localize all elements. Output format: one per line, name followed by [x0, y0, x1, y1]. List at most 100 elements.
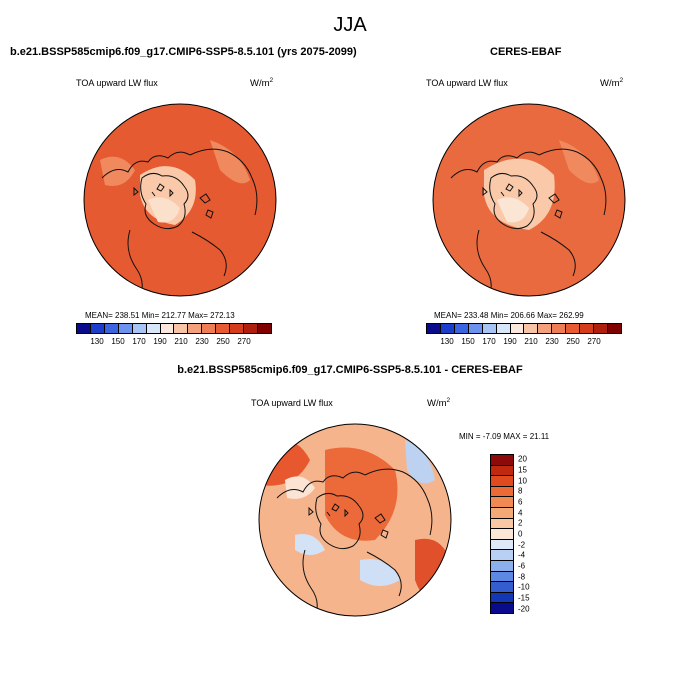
colorbar-tick-label: 270: [587, 337, 601, 346]
colorbar-swatch: [491, 592, 513, 604]
colorbar-swatch: [104, 324, 119, 333]
colorbar-tick-label: 4: [518, 508, 523, 518]
colorbar-tick-label: 0: [518, 529, 523, 539]
colorbar-swatch: [491, 603, 513, 613]
diff-panel-map: [258, 423, 452, 617]
colorbar-tick-label: 15: [518, 465, 527, 475]
colorbar-swatch: [491, 476, 513, 487]
panel-obs-title: CERES-EBAF: [490, 46, 562, 58]
colorbar-tick-label: 130: [440, 337, 454, 346]
canada-region: [100, 156, 135, 186]
colorbar-swatch: [132, 324, 147, 333]
colorbar-tick-label: 170: [132, 337, 146, 346]
colorbar-swatch: [491, 529, 513, 540]
colorbar-tick-label: -15: [518, 593, 530, 603]
colorbar-swatch: [230, 324, 245, 333]
colorbar-tick-label: 150: [461, 337, 475, 346]
panel-obs-stats: MEAN= 233.48 Min= 206.66 Max= 262.99: [434, 311, 584, 320]
colorbar-swatch: [202, 324, 217, 333]
colorbar-swatch: [607, 324, 621, 333]
colorbar-tick-label: 230: [195, 337, 209, 346]
colorbar-model-swatches: [76, 323, 272, 334]
colorbar-swatch: [552, 324, 567, 333]
colorbar-tick-label: 250: [566, 337, 580, 346]
colorbar-swatch: [257, 324, 271, 333]
colorbar-swatch: [244, 324, 258, 333]
colorbar-swatch: [580, 324, 595, 333]
colorbar-tick-label: 270: [237, 337, 251, 346]
panel-obs-map: [432, 103, 626, 297]
colorbar-swatch: [77, 324, 91, 333]
colorbar-tick-label: 170: [482, 337, 496, 346]
colorbar-swatch: [594, 324, 608, 333]
panel-model-units: W/m2: [250, 77, 274, 90]
colorbar-tick-label: -4: [518, 550, 526, 560]
colorbar-obs: 130 150 170 190 210 230 250 270: [426, 323, 622, 349]
colorbar-swatch: [491, 539, 513, 551]
colorbar-swatch: [468, 324, 483, 333]
colorbar-tick-label: 6: [518, 497, 523, 507]
colorbar-swatch: [491, 518, 513, 530]
colorbar-tick-label: 230: [545, 337, 559, 346]
colorbar-swatch: [491, 465, 513, 477]
colorbar-tick-label: 190: [503, 337, 517, 346]
page-title: JJA: [333, 14, 367, 36]
colorbar-swatch: [538, 324, 553, 333]
panel-model-variable: TOA upward LW flux: [76, 78, 158, 88]
colorbar-tick-label: -6: [518, 561, 526, 571]
greenland-region: [497, 197, 529, 223]
colorbar-swatch: [491, 560, 513, 572]
colorbar-model: 130 150 170 190 210 230 250 270: [76, 323, 272, 349]
colorbar-tick-label: 150: [111, 337, 125, 346]
panel-model-title: b.e21.BSSP585cmip6.f09_g17.CMIP6-SSP5-8.…: [10, 46, 357, 58]
diff-panel-title: b.e21.BSSP585cmip6.f09_g17.CMIP6-SSP5-8.…: [177, 364, 523, 376]
colorbar-tick-label: 210: [524, 337, 538, 346]
colorbar-swatch: [491, 571, 513, 583]
colorbar-obs-swatches: [426, 323, 622, 334]
panel-model-stats: MEAN= 238.51 Min= 212.77 Max= 272.13: [85, 311, 235, 320]
colorbar-diff: 20 15 10 8 6 4 2 0 -2 -4 -6 -8 -10 -15 -20: [490, 454, 550, 614]
diff-panel-stats: MIN = -7.09 MAX = 21.11: [459, 432, 550, 441]
colorbar-swatch: [510, 324, 525, 333]
colorbar-swatch: [118, 324, 133, 333]
colorbar-swatch: [491, 550, 513, 561]
colorbar-swatch: [491, 507, 513, 519]
colorbar-swatch: [90, 324, 105, 333]
colorbar-tick-label: -8: [518, 572, 526, 582]
colorbar-diff-ticks: 20 15 10 8 6 4 2 0 -2 -4 -6 -8 -10 -15 -20: [518, 454, 548, 614]
colorbar-tick-label: -10: [518, 582, 530, 592]
greenland-region: [148, 197, 180, 223]
colorbar-swatch: [188, 324, 203, 333]
panel-model-map: [83, 103, 277, 297]
neutral-patch: [285, 476, 315, 499]
colorbar-tick-label: 8: [518, 486, 523, 496]
colorbar-tick-label: -2: [518, 540, 526, 550]
cool-anomaly-siberia: [405, 440, 435, 484]
colorbar-swatch: [454, 324, 469, 333]
warm-anomaly-arctic: [325, 447, 398, 541]
colorbar-swatch: [427, 324, 441, 333]
colorbar-model-ticks: 130 150 170 190 210 230 250 270: [76, 337, 272, 349]
colorbar-swatch: [491, 497, 513, 508]
panel-obs-variable: TOA upward LW flux: [426, 78, 508, 88]
colorbar-tick-label: 210: [174, 337, 188, 346]
colorbar-swatch: [524, 324, 539, 333]
colorbar-swatch: [496, 324, 511, 333]
colorbar-swatch: [440, 324, 455, 333]
colorbar-swatch: [216, 324, 231, 333]
diff-panel-units: W/m2: [427, 397, 451, 410]
colorbar-tick-label: 130: [90, 337, 104, 346]
colorbar-swatch: [146, 324, 161, 333]
warm-anomaly-southeast: [415, 538, 451, 603]
colorbar-diff-swatches: [490, 454, 514, 614]
colorbar-swatch: [491, 486, 513, 498]
colorbar-tick-label: 190: [153, 337, 167, 346]
coastlines: [450, 148, 607, 296]
colorbar-tick-label: 10: [518, 476, 527, 486]
colorbar-swatch: [174, 324, 189, 333]
colorbar-swatch: [566, 324, 581, 333]
cool-anomaly-atlantic: [295, 534, 325, 555]
colorbar-swatch: [482, 324, 497, 333]
colorbar-tick-label: 2: [518, 518, 523, 528]
colorbar-tick-label: -20: [518, 604, 530, 614]
